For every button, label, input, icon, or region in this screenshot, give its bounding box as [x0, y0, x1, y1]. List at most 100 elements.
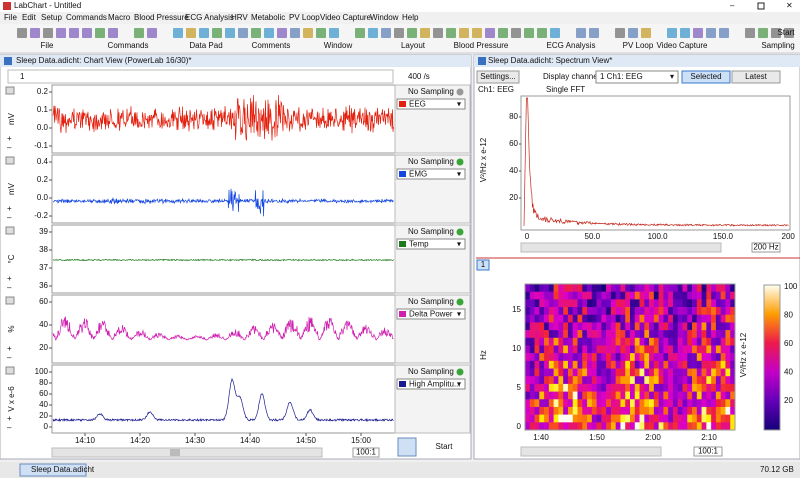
toolbar-icon[interactable] — [693, 28, 703, 38]
spectrum-tab-bg[interactable] — [476, 259, 490, 271]
toolbar-icon[interactable] — [186, 28, 196, 38]
toolbar-icon[interactable] — [550, 28, 560, 38]
toolbar-icon[interactable] — [511, 28, 521, 38]
channel-name[interactable]: Delta Power — [409, 310, 453, 319]
file-tab-label[interactable]: Sleep Data.adicht — [31, 465, 95, 474]
toolbar-icon[interactable] — [524, 28, 534, 38]
spectrogram-scrollbar[interactable] — [520, 446, 662, 457]
menu-item[interactable]: Macro — [108, 13, 131, 22]
toolbar-icon[interactable] — [316, 28, 326, 38]
toolbar-icon[interactable] — [459, 28, 469, 38]
toolbar-icon[interactable] — [43, 28, 53, 38]
toolbar-icon[interactable] — [56, 28, 66, 38]
channel-menu[interactable] — [5, 156, 15, 165]
toolbar-icon[interactable] — [368, 28, 378, 38]
channel-select[interactable] — [396, 378, 466, 390]
toolbar-icon[interactable] — [173, 28, 183, 38]
menu-item[interactable]: Video Capture — [320, 13, 372, 22]
menu-item[interactable]: HRV — [231, 13, 248, 22]
toolbar-icon[interactable] — [771, 28, 781, 38]
channel-menu[interactable] — [5, 86, 15, 95]
toolbar-icon[interactable] — [706, 28, 716, 38]
toolbar-icon[interactable] — [784, 28, 794, 38]
menu-item[interactable]: File — [4, 13, 17, 22]
toolbar-icon[interactable] — [69, 28, 79, 38]
chart-zoom-bg[interactable] — [352, 447, 380, 458]
toolbar-icon[interactable] — [108, 28, 118, 38]
toolbar-icon[interactable] — [264, 28, 274, 38]
scale-plus[interactable]: + — [7, 414, 12, 423]
menu-item[interactable]: Commands — [66, 13, 107, 22]
toolbar-icon[interactable] — [381, 28, 391, 38]
toolbar-icon[interactable] — [212, 28, 222, 38]
channel-select[interactable] — [396, 98, 466, 110]
channel-select[interactable] — [396, 238, 466, 250]
scale-minus[interactable]: – — [7, 143, 12, 152]
toolbar-icon[interactable] — [420, 28, 430, 38]
toolbar-icon[interactable] — [277, 28, 287, 38]
maximize[interactable] — [757, 2, 765, 10]
sample-rate[interactable]: 400 /s — [408, 72, 430, 81]
start-icon[interactable] — [397, 437, 417, 457]
display-select[interactable] — [595, 70, 679, 84]
menu-item[interactable]: Blood Pressure — [134, 13, 189, 22]
file-tab[interactable] — [19, 463, 87, 477]
display-value[interactable]: 1 Ch1: EEG — [600, 72, 643, 81]
toolbar-icon[interactable] — [355, 28, 365, 38]
toolbar-icon[interactable] — [615, 28, 625, 38]
toolbar-icon[interactable] — [589, 28, 599, 38]
menu-item[interactable]: Window — [370, 13, 399, 22]
toolbar-icon[interactable] — [680, 28, 690, 38]
chart-scrollbar[interactable] — [51, 447, 323, 458]
scale-plus[interactable]: + — [7, 344, 12, 353]
minimize[interactable]: – — [730, 1, 735, 10]
channel-name[interactable]: EMG — [409, 170, 427, 179]
menu-item[interactable]: Help — [402, 13, 419, 22]
spectrum-scrollbar[interactable] — [520, 242, 722, 253]
spectrogram-zoom-bg[interactable] — [693, 446, 723, 457]
toolbar-icon[interactable] — [303, 28, 313, 38]
settings-button-bg[interactable] — [476, 70, 520, 84]
menu-item[interactable]: Setup — [41, 13, 62, 22]
channel-select[interactable] — [396, 168, 466, 180]
channel-menu[interactable] — [5, 366, 15, 375]
channel-menu[interactable] — [5, 226, 15, 235]
toolbar-icon[interactable] — [719, 28, 729, 38]
toolbar-icon[interactable] — [576, 28, 586, 38]
toolbar-icon[interactable] — [95, 28, 105, 38]
menu-item[interactable]: Metabolic — [251, 13, 285, 22]
scale-minus[interactable]: – — [7, 283, 12, 292]
toolbar-icon[interactable] — [147, 28, 157, 38]
channel-menu[interactable] — [5, 296, 15, 305]
toolbar-icon[interactable] — [17, 28, 27, 38]
scale-minus[interactable]: – — [7, 353, 12, 362]
scale-minus[interactable]: – — [7, 213, 12, 222]
latest-button-bg[interactable] — [731, 70, 781, 84]
scale-plus[interactable]: + — [7, 274, 12, 283]
toolbar-icon[interactable] — [667, 28, 677, 38]
menu-item[interactable]: ECG Analysis — [185, 13, 234, 22]
toolbar-icon[interactable] — [225, 28, 235, 38]
channel-select[interactable] — [396, 308, 466, 320]
toolbar-icon[interactable] — [199, 28, 209, 38]
toolbar-icon[interactable] — [238, 28, 248, 38]
toolbar-icon[interactable] — [472, 28, 482, 38]
toolbar-icon[interactable] — [628, 28, 638, 38]
toolbar-icon[interactable] — [537, 28, 547, 38]
channel-name[interactable]: Temp — [409, 240, 429, 249]
channel-name[interactable]: EEG — [409, 100, 426, 109]
start-button[interactable]: Start — [436, 442, 454, 451]
toolbar-icon[interactable] — [433, 28, 443, 38]
scale-plus[interactable]: + — [7, 204, 12, 213]
toolbar-icon[interactable] — [30, 28, 40, 38]
toolbar-icon[interactable] — [758, 28, 768, 38]
toolbar-icon[interactable] — [446, 28, 456, 38]
close[interactable]: ✕ — [786, 1, 793, 10]
toolbar-icon[interactable] — [485, 28, 495, 38]
toolbar-icon[interactable] — [641, 28, 651, 38]
scale-minus[interactable]: – — [7, 423, 12, 432]
menu-item[interactable]: Edit — [22, 13, 37, 22]
toolbar-icon[interactable] — [745, 28, 755, 38]
selected-button-bg[interactable] — [681, 70, 731, 84]
toolbar-icon[interactable] — [82, 28, 92, 38]
